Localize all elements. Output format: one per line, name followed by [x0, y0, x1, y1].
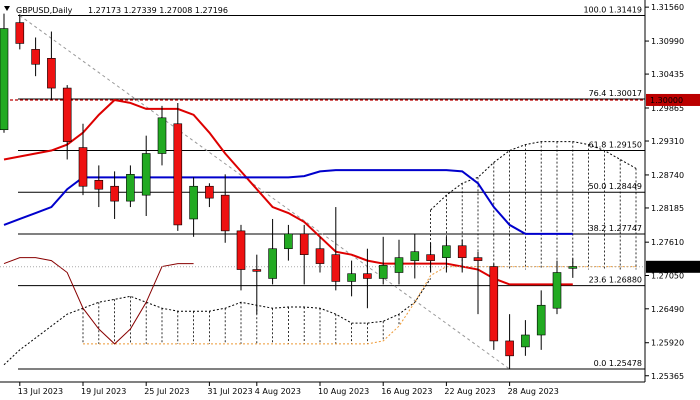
- candle-body: [15, 22, 25, 44]
- price-tick-label: 1.30990: [651, 37, 684, 46]
- candle-body: [205, 185, 214, 199]
- candle-body: [94, 179, 104, 190]
- candle-body: [236, 230, 246, 270]
- candle-body: [536, 304, 546, 336]
- time-tick-label: 22 Aug 2023: [444, 387, 495, 396]
- candle-body: [62, 87, 72, 142]
- candle-body: [552, 272, 562, 309]
- candle-body: [347, 273, 356, 282]
- candle-body: [110, 185, 119, 202]
- candle-body: [410, 251, 420, 261]
- candle-body: [141, 153, 151, 196]
- price-tick-label: 1.29865: [651, 104, 684, 113]
- candle-body: [126, 174, 135, 202]
- fib-level-label: 0.0 1.25478: [594, 359, 642, 368]
- fib-level-label: 100.0 1.31419: [583, 6, 642, 15]
- candle-body: [173, 123, 183, 226]
- candle-body: [252, 269, 262, 272]
- price-tick-label: 1.31560: [651, 3, 684, 12]
- candle-body: [284, 233, 293, 250]
- candle-body: [157, 117, 167, 154]
- header-triangle-icon: [4, 6, 10, 11]
- plot-area: [0, 0, 645, 382]
- ohlc-label: 1.27173 1.27339 1.27008 1.27196: [88, 6, 228, 15]
- candle-body: [426, 254, 435, 261]
- fibonacci-levels: 100.0 1.31419 76.4 1.30017 61.8 1.29150 50.…: [0, 6, 645, 370]
- price-tick-label: 1.28740: [651, 171, 684, 180]
- candle-body: [378, 265, 388, 279]
- fib-level-label: 23.6 1.26880: [589, 276, 642, 285]
- round-level-tag: [646, 93, 700, 106]
- candle-body: [331, 254, 341, 282]
- time-tick-label: 4 Aug 2023: [255, 387, 301, 396]
- time-tick-label: 10 Aug 2023: [318, 387, 369, 396]
- price-tick-label: 1.25920: [651, 339, 684, 348]
- price-tick-label: 1.27610: [651, 238, 684, 247]
- round-level-tag-label: 1.30000: [650, 96, 683, 105]
- time-axis: 13 Jul 2023 19 Jul 2023 25 Jul 2023 31 Jul …: [0, 381, 645, 396]
- candle-body: [31, 49, 40, 65]
- candle-body: [394, 257, 404, 273]
- chart-header: GBPUSD,Daily 1.27173 1.27339 1.27008 1.2…: [4, 6, 228, 15]
- price-tick-label: 1.27050: [651, 271, 684, 280]
- candle-body: [189, 185, 198, 220]
- candlesticks: [0, 13, 578, 369]
- fibonacci-trendline: [19, 15, 510, 370]
- time-tick-label: 31 Jul 2023: [207, 387, 252, 396]
- fib-trendline: [19, 15, 510, 370]
- candle-body: [568, 266, 578, 269]
- price-tick-label: 1.26490: [651, 305, 684, 314]
- candle-body: [442, 245, 451, 258]
- candle-body: [489, 266, 499, 342]
- candle-body: [78, 147, 88, 187]
- current-price-tag-label: 1.27196: [650, 263, 683, 272]
- current-price-tag: [646, 260, 700, 273]
- candle-body: [473, 257, 483, 261]
- candle-body: [299, 233, 309, 255]
- cloud-lower-left-line: [3, 278, 432, 366]
- price-tick-label: 1.29310: [651, 137, 684, 146]
- candle-body: [220, 194, 230, 232]
- candle-body: [521, 334, 530, 348]
- candle-body: [457, 245, 467, 258]
- fib-level-label: 50.0 1.28449: [589, 182, 642, 191]
- price-axis: 1.31560 1.30990 1.30435 1.29865 1.29310 1.287…: [644, 0, 700, 382]
- symbol-label: GBPUSD,Daily: [16, 6, 73, 15]
- candle-body: [268, 248, 277, 279]
- candle-body: [505, 340, 514, 357]
- price-tick-label: 1.28185: [651, 204, 684, 213]
- price-tick-label: 1.25365: [651, 372, 684, 381]
- time-tick-label: 16 Aug 2023: [381, 387, 432, 396]
- time-tick-label: 19 Jul 2023: [81, 387, 126, 396]
- cloud-upper-line: [430, 141, 637, 211]
- candle-body: [315, 248, 325, 264]
- time-tick-label: 13 Jul 2023: [18, 387, 63, 396]
- candle-body: [0, 28, 9, 131]
- fib-level-label: 76.4 1.30017: [589, 89, 642, 98]
- price-tick-label: 1.30435: [651, 70, 684, 79]
- time-tick-label: 25 Jul 2023: [144, 387, 189, 396]
- time-tick-label: 28 Aug 2023: [508, 387, 559, 396]
- candle-body: [47, 58, 56, 89]
- fib-level-label: 61.8 1.29150: [589, 141, 642, 150]
- fib-level-label: 38.2 1.27747: [589, 224, 642, 233]
- candle-body: [363, 273, 372, 279]
